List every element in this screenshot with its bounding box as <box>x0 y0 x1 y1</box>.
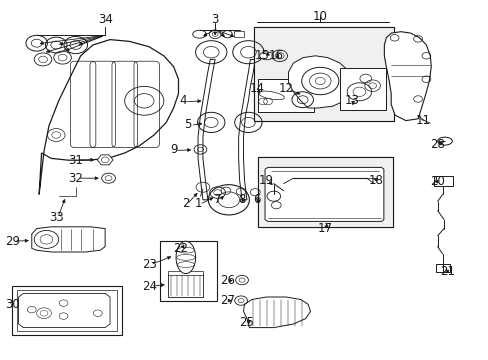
Text: 12: 12 <box>278 82 293 95</box>
Text: 31: 31 <box>68 154 83 167</box>
Bar <box>435 264 449 272</box>
Bar <box>254 27 393 121</box>
Polygon shape <box>264 167 383 221</box>
Text: 32: 32 <box>68 172 83 185</box>
Bar <box>233 31 244 37</box>
Bar <box>160 241 216 301</box>
Text: 9: 9 <box>169 143 177 156</box>
Bar <box>258 157 392 227</box>
Text: 7: 7 <box>213 193 221 206</box>
Text: 33: 33 <box>49 211 63 224</box>
Text: 4: 4 <box>179 94 187 107</box>
Text: 26: 26 <box>220 274 234 287</box>
Text: 34: 34 <box>98 13 112 26</box>
Polygon shape <box>32 227 105 252</box>
Text: 10: 10 <box>312 10 327 23</box>
Text: 28: 28 <box>429 138 444 150</box>
Text: 16: 16 <box>268 49 283 62</box>
Text: 30: 30 <box>5 298 20 311</box>
Circle shape <box>34 230 59 248</box>
Bar <box>258 157 392 227</box>
Bar <box>433 176 452 186</box>
Text: 29: 29 <box>5 235 20 248</box>
Text: 20: 20 <box>429 175 444 188</box>
Text: 2: 2 <box>182 197 189 210</box>
Polygon shape <box>243 297 310 328</box>
Polygon shape <box>97 155 113 165</box>
Text: 23: 23 <box>142 258 156 271</box>
Text: 15: 15 <box>254 49 268 62</box>
Text: 5: 5 <box>184 118 192 131</box>
Bar <box>167 274 203 297</box>
Bar <box>17 290 117 331</box>
Polygon shape <box>288 56 354 108</box>
Bar <box>254 27 393 121</box>
Text: 11: 11 <box>415 114 429 127</box>
Text: 22: 22 <box>173 242 188 255</box>
Polygon shape <box>384 32 430 121</box>
Bar <box>167 271 203 275</box>
Ellipse shape <box>176 241 195 274</box>
Text: 13: 13 <box>344 94 359 107</box>
Bar <box>339 68 386 110</box>
Text: 6: 6 <box>252 193 260 206</box>
Text: 17: 17 <box>317 222 332 235</box>
Text: 25: 25 <box>239 316 254 329</box>
Text: 1: 1 <box>194 197 202 210</box>
Bar <box>258 79 314 112</box>
Text: 8: 8 <box>238 193 245 206</box>
Bar <box>12 286 122 335</box>
Text: 19: 19 <box>259 174 273 186</box>
Text: 18: 18 <box>368 174 383 186</box>
Text: 24: 24 <box>142 280 156 293</box>
Text: 3: 3 <box>211 13 219 26</box>
Text: 14: 14 <box>249 82 264 95</box>
Text: 21: 21 <box>439 265 454 278</box>
Ellipse shape <box>259 52 273 60</box>
Text: 27: 27 <box>220 294 234 307</box>
